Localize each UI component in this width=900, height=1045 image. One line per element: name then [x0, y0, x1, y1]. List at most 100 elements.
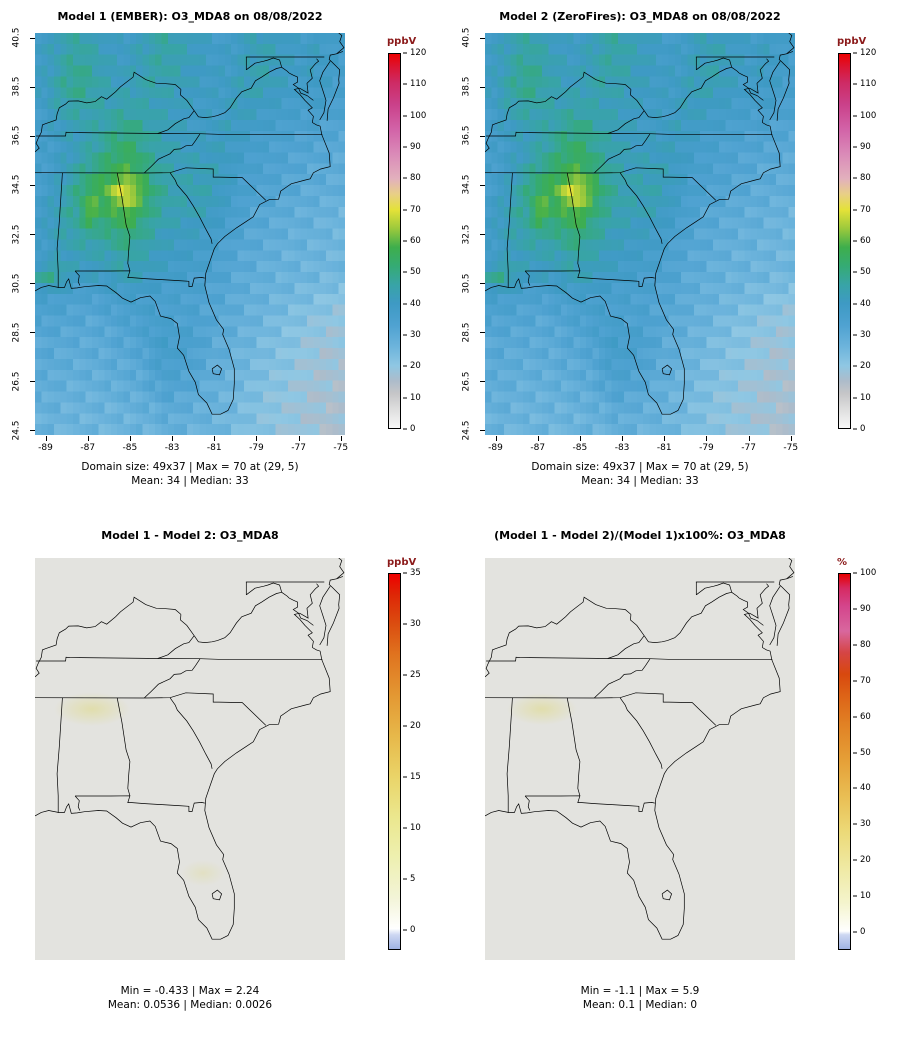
y-tick-mark	[480, 332, 485, 334]
state-outlines	[35, 33, 345, 415]
state-border-line	[74, 270, 81, 286]
colorbar-tick-label: 90	[860, 142, 871, 152]
colorbar-tick-label: 90	[860, 603, 871, 614]
state-border-line	[144, 167, 267, 201]
colorbar-tick-label: 0	[860, 927, 866, 938]
panel-title: Model 1 (EMBER): O3_MDA8 on 08/08/2022	[57, 10, 323, 23]
state-border-line	[246, 57, 283, 71]
state-outlines	[35, 558, 345, 940]
state-border-line	[661, 364, 673, 376]
colorbar-tick-mark	[853, 365, 857, 367]
state-border-line	[169, 697, 213, 769]
state-border-line	[524, 795, 531, 811]
ozone-raster-layer	[485, 33, 795, 435]
caption-line1: Min = -0.433 | Max = 2.24	[120, 985, 260, 997]
colorbar-tick-label: 70	[410, 204, 421, 215]
colorbar-tick-mark	[403, 271, 407, 273]
y-tick-label: 26.5	[11, 371, 22, 392]
colorbar: ppbV 0 10 20 30 40 50 60 70 80 90 100 110 120	[836, 0, 898, 515]
state-border-line	[35, 596, 182, 678]
colorbar-tick-label: 20	[860, 361, 871, 372]
state-border-line	[157, 635, 195, 659]
y-tick-label: 32.5	[11, 223, 22, 245]
x-tick-mark	[256, 436, 258, 441]
state-border-line	[643, 66, 732, 118]
panel-title: Model 2 (ZeroFires): O3_MDA8 on 08/08/20…	[499, 10, 781, 23]
y-tick-label: 40.5	[11, 27, 22, 48]
x-tick-label: -85	[122, 443, 138, 453]
colorbar-tick-mark	[403, 334, 407, 336]
state-border-line	[56, 697, 63, 813]
state-border-line	[696, 57, 733, 71]
colorbar-tick-mark	[853, 680, 857, 682]
x-tick-label: -81	[206, 443, 222, 453]
map-percent-difference	[485, 558, 795, 960]
y-tick-label: 24.5	[11, 420, 22, 441]
colorbar-tick-label: 15	[410, 771, 421, 782]
state-border-line	[35, 647, 331, 940]
y-tick-label: 34.5	[461, 174, 472, 195]
state-border-line	[281, 67, 314, 101]
state-border-line	[566, 172, 581, 271]
x-tick-label: -83	[164, 443, 180, 453]
state-border-line	[731, 67, 764, 101]
x-tick-mark	[129, 436, 131, 441]
state-border-line	[594, 167, 717, 201]
state-border-line	[524, 270, 531, 286]
colorbar-tick-mark	[853, 787, 857, 789]
x-tick-mark	[579, 436, 581, 441]
x-tick-mark	[298, 436, 300, 441]
x-tick-label: -75	[783, 443, 799, 453]
colorbar-unit-label: ppbV	[837, 36, 867, 47]
state-border-line	[35, 71, 182, 153]
colorbar-ticks: 0 10 20 30 40 50 60 70 80 90 100	[853, 568, 897, 950]
colorbar-tick-mark	[403, 177, 407, 179]
colorbar-tick-mark	[403, 572, 407, 574]
colorbar-gradient	[388, 573, 401, 950]
colorbar-tick-mark	[853, 895, 857, 897]
colorbar-tick-label: 50	[410, 267, 421, 278]
y-tick-mark	[480, 184, 485, 186]
colorbar-tick-label: 30	[410, 618, 421, 629]
colorbar-tick-mark	[403, 52, 407, 54]
colorbar-tick-label: 80	[410, 173, 421, 184]
state-border-line	[566, 697, 581, 796]
y-tick-mark	[480, 86, 485, 88]
y-tick-mark	[30, 86, 35, 88]
x-tick-label: -77	[741, 443, 756, 453]
state-border-line	[786, 33, 795, 55]
state-border-line	[743, 583, 770, 648]
panel-model1: Model 1 (EMBER): O3_MDA8 on 08/08/2022 -…	[0, 0, 450, 515]
state-border-line	[607, 635, 645, 659]
state-border-line	[594, 692, 717, 726]
colorbar-tick-label: 100	[860, 110, 877, 121]
colorbar-tick-mark	[853, 572, 857, 574]
colorbar-tick-mark	[403, 674, 407, 676]
colorbar-tick-label: 10	[860, 891, 871, 902]
colorbar-tick-mark	[403, 929, 407, 931]
colorbar-tick-mark	[403, 83, 407, 85]
colorbar-tick-mark	[853, 271, 857, 273]
y-tick-label: 28.5	[11, 322, 22, 343]
colorbar-tick-mark	[853, 397, 857, 399]
state-border-line	[607, 110, 645, 134]
y-tick-mark	[480, 430, 485, 432]
map-model1	[35, 33, 345, 435]
state-border-line	[319, 586, 331, 646]
state-border-line	[485, 647, 781, 940]
state-border-line	[485, 596, 632, 678]
state-border-line	[326, 576, 344, 646]
state-border-line	[769, 586, 781, 646]
x-tick-label: -75	[333, 443, 349, 453]
state-border-line	[143, 658, 201, 699]
state-border-line	[506, 697, 513, 813]
colorbar-tick-label: 30	[860, 819, 871, 830]
x-tick-mark	[790, 436, 792, 441]
colorbar-tick-label: 40	[860, 298, 871, 309]
colorbar-tick-label: 80	[860, 639, 871, 650]
colorbar-tick-label: 40	[860, 783, 871, 794]
colorbar: ppbV 0 10 20 30 40 50 60 70 80 90 100 110 120	[386, 0, 448, 515]
colorbar-tick-label: 0	[410, 924, 416, 935]
colorbar-tick-label: 0	[860, 424, 866, 434]
